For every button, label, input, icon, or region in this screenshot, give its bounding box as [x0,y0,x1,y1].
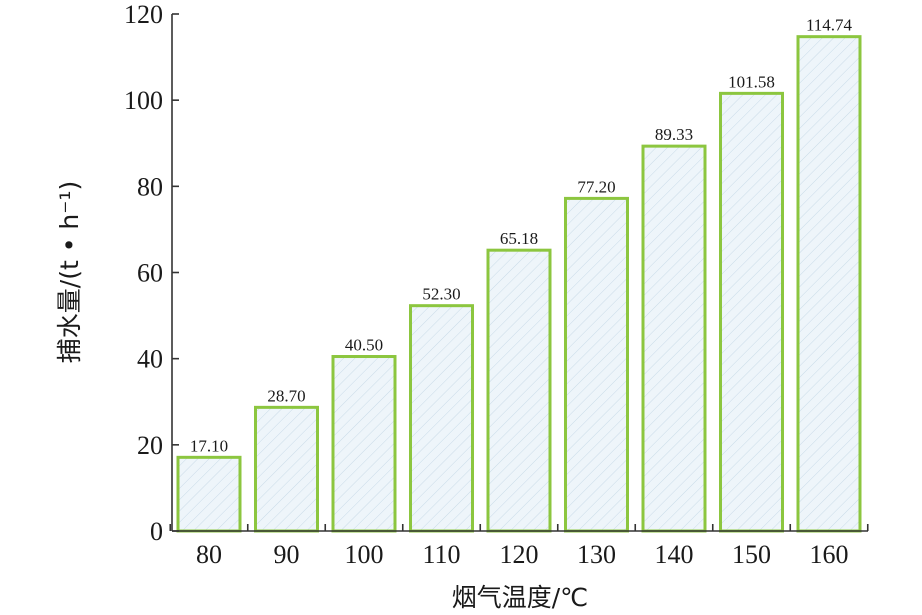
x-tick-label-160: 160 [810,540,849,569]
y-tick-label-80: 80 [137,172,163,201]
x-tick-labels: 80 90 100 110 120 130 140 150 160 [196,540,849,569]
value-label-110: 52.30 [422,285,460,304]
x-tick-label-110: 110 [422,540,460,569]
value-label-160: 114.74 [806,16,853,35]
bar-110 [409,304,474,533]
bar-160 [796,35,862,533]
y-tick-labels: 0 20 40 60 80 100 120 [124,0,163,546]
value-labels: 17.10 28.70 40.50 52.30 65.18 77.20 89.33 101.5… [190,16,853,456]
bar-140 [641,144,707,533]
bars [176,35,862,533]
bar-90 [254,405,319,533]
value-label-80: 17.10 [190,436,228,455]
value-label-140: 89.33 [655,125,693,144]
value-label-90: 28.70 [267,386,305,405]
y-tick-label-120: 120 [124,0,163,29]
x-tick-label-120: 120 [500,540,539,569]
bar-150 [719,91,784,533]
y-tick-label-60: 60 [137,259,163,288]
bar-80 [176,455,242,533]
x-tick-label-90: 90 [274,540,300,569]
x-tick-label-140: 140 [655,540,694,569]
x-tick-label-80: 80 [196,540,222,569]
x-axis-title: 烟气温度/℃ [452,583,589,612]
value-label-130: 77.20 [577,177,615,196]
bar-130 [564,196,629,533]
axes [169,13,869,532]
y-tick-label-20: 20 [137,431,163,460]
y-tick-label-40: 40 [137,345,163,374]
value-label-120: 65.18 [500,229,538,248]
value-label-100: 40.50 [345,336,383,355]
y-tick-label-100: 100 [124,86,163,115]
value-label-150: 101.58 [728,72,775,91]
x-tick-label-150: 150 [732,540,771,569]
y-tick-label-0: 0 [150,517,163,546]
bar-120 [486,248,552,533]
x-tick-label-130: 130 [577,540,616,569]
bar-100 [331,355,397,533]
y-axis-title: 捕水量/(t • h⁻¹) [55,181,84,363]
x-tick-label-100: 100 [345,540,384,569]
